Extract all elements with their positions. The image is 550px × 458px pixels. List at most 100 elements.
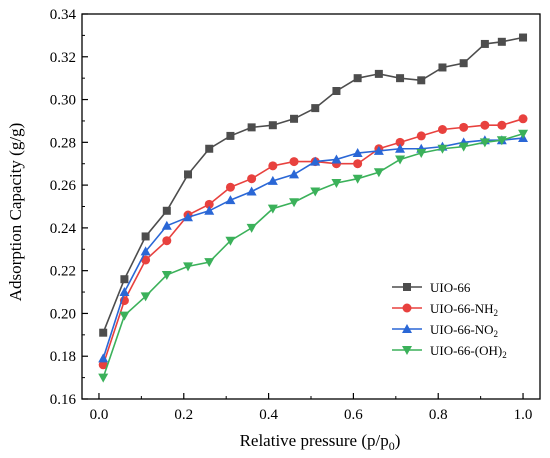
data-point bbox=[352, 174, 363, 184]
data-point bbox=[438, 63, 447, 72]
legend-item: UIO-66-NO2 bbox=[392, 322, 498, 339]
data-point bbox=[353, 74, 362, 83]
data-point bbox=[480, 120, 490, 130]
data-point bbox=[416, 131, 426, 141]
data-point bbox=[311, 104, 320, 113]
data-point bbox=[225, 236, 236, 246]
x-tick-label: 0.0 bbox=[90, 407, 109, 423]
data-point bbox=[141, 232, 150, 241]
data-point bbox=[331, 178, 342, 188]
data-point bbox=[395, 137, 405, 147]
y-tick-label: 0.34 bbox=[50, 7, 77, 23]
legend: UIO-66 UIO-66-NH2 UIO-66-NO2 UIO-66-(OH)2 bbox=[392, 280, 507, 360]
data-point bbox=[289, 157, 299, 167]
y-tick-label: 0.26 bbox=[50, 178, 77, 194]
legend-label: UIO-66-NH2 bbox=[430, 301, 498, 318]
data-point bbox=[417, 76, 426, 85]
legend-label: UIO-66 bbox=[430, 280, 471, 295]
data-point bbox=[140, 246, 151, 256]
data-point bbox=[246, 186, 257, 196]
data-point bbox=[267, 204, 278, 214]
y-tick-label: 0.24 bbox=[50, 221, 77, 237]
x-axis-title: Relative pressure (p/p0) bbox=[240, 431, 401, 453]
data-point bbox=[140, 292, 151, 302]
x-tick-label: 0.6 bbox=[344, 407, 363, 423]
data-point bbox=[353, 159, 363, 169]
data-point bbox=[396, 74, 405, 83]
data-point bbox=[184, 170, 193, 179]
data-point bbox=[332, 87, 341, 95]
data-point bbox=[519, 33, 528, 42]
data-point bbox=[289, 169, 300, 179]
data-point bbox=[458, 142, 469, 152]
legend-marker bbox=[402, 324, 412, 333]
data-point bbox=[98, 373, 109, 383]
series-layer bbox=[98, 33, 529, 383]
legend-item: UIO-66 bbox=[392, 280, 471, 295]
data-point bbox=[204, 199, 214, 209]
data-point bbox=[518, 114, 528, 124]
series-1 bbox=[99, 33, 528, 337]
y-tick-label: 0.16 bbox=[50, 392, 77, 408]
data-point bbox=[374, 69, 383, 78]
data-point bbox=[247, 123, 256, 132]
y-tick-label: 0.30 bbox=[50, 93, 76, 109]
x-tick-label: 0.8 bbox=[429, 407, 448, 423]
data-point bbox=[183, 212, 194, 222]
data-point bbox=[496, 136, 507, 146]
data-point bbox=[395, 155, 406, 165]
data-point bbox=[497, 120, 507, 130]
data-point bbox=[267, 175, 278, 185]
data-point bbox=[479, 138, 490, 148]
data-point bbox=[268, 121, 277, 130]
data-point bbox=[99, 328, 108, 337]
data-point bbox=[352, 148, 363, 158]
data-point bbox=[310, 187, 321, 197]
legend-marker bbox=[403, 283, 411, 291]
data-point bbox=[225, 195, 236, 205]
plot-frame bbox=[81, 13, 541, 400]
data-point bbox=[161, 220, 172, 230]
data-point bbox=[416, 149, 427, 159]
data-point bbox=[497, 37, 506, 46]
data-point bbox=[226, 131, 235, 140]
data-point bbox=[437, 125, 447, 134]
data-point bbox=[459, 122, 469, 132]
data-point bbox=[518, 129, 529, 139]
y-tick-label: 0.32 bbox=[50, 50, 76, 66]
y-axis-title: Adsorption Capacity (g/g) bbox=[6, 123, 25, 301]
data-point bbox=[205, 144, 214, 153]
data-point bbox=[247, 174, 257, 184]
data-point bbox=[98, 360, 108, 370]
data-point bbox=[119, 311, 130, 321]
data-point bbox=[373, 145, 384, 155]
y-tick-label: 0.22 bbox=[50, 264, 76, 280]
data-point bbox=[395, 143, 406, 153]
data-point bbox=[161, 270, 172, 280]
legend-label: UIO-66-NO2 bbox=[430, 322, 498, 339]
y-tick-label: 0.18 bbox=[50, 349, 76, 365]
y-tick-label: 0.28 bbox=[50, 135, 76, 151]
axes: 0.0 0.2 0.4 0.6 0.8 1.0 0.16 0.18 0.20 0.22 0.24 0.… bbox=[50, 7, 541, 423]
data-point bbox=[141, 255, 151, 265]
legend-item: UIO-66-NH2 bbox=[392, 301, 498, 318]
data-point bbox=[246, 223, 257, 233]
data-point bbox=[268, 161, 278, 171]
data-point bbox=[289, 198, 300, 208]
data-point bbox=[290, 114, 299, 123]
data-point bbox=[373, 168, 384, 178]
data-point bbox=[204, 258, 215, 268]
x-tick-label: 1.0 bbox=[514, 407, 533, 423]
data-point bbox=[437, 144, 448, 154]
data-point bbox=[225, 182, 235, 192]
x-tick-label: 0.2 bbox=[174, 407, 193, 423]
data-point bbox=[120, 275, 129, 284]
data-point bbox=[162, 206, 171, 215]
series-line bbox=[102, 133, 524, 378]
legend-marker bbox=[402, 303, 412, 313]
legend-item: UIO-66-(OH)2 bbox=[392, 343, 507, 360]
legend-label: UIO-66-(OH)2 bbox=[430, 343, 507, 360]
data-point bbox=[204, 205, 215, 215]
data-point bbox=[119, 287, 130, 297]
